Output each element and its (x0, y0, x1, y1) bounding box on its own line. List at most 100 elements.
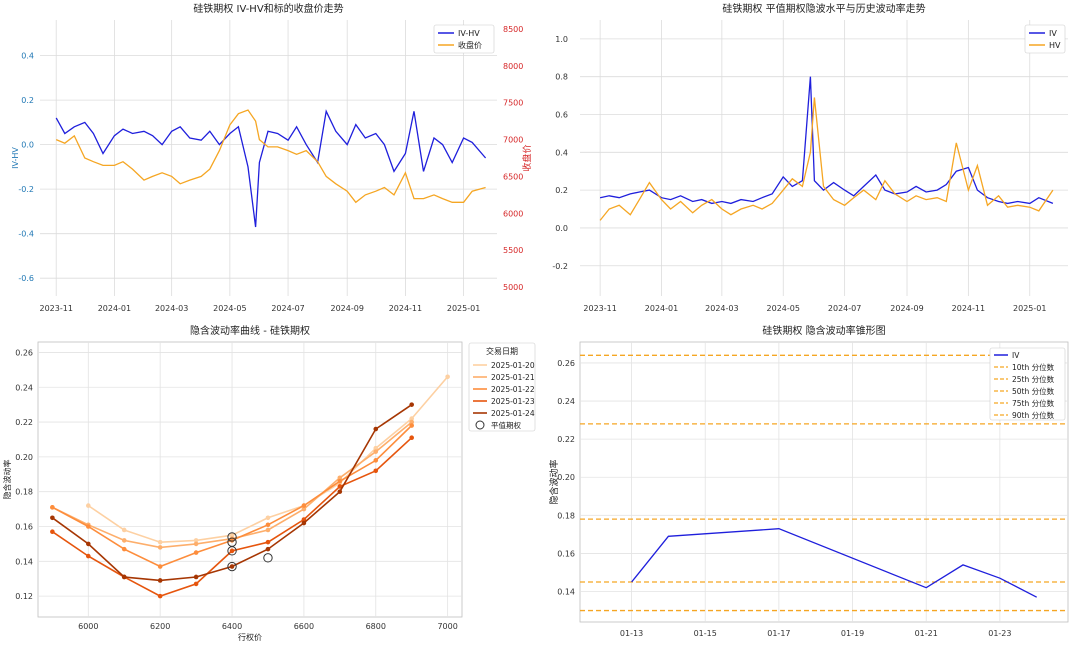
y-tick-label: 0.2 (21, 96, 34, 105)
y-tick-label: 0.2 (555, 186, 568, 195)
data-point (265, 515, 271, 521)
data-point (121, 574, 127, 580)
data-point (301, 503, 307, 508)
data-point (373, 458, 379, 463)
legend-label: 平值期权 (491, 420, 521, 430)
x-tick-label: 2024-07 (828, 304, 861, 313)
data-point (86, 541, 91, 547)
x-tick-label: 2024-11 (952, 304, 985, 313)
y-tick-label: 0.12 (15, 592, 33, 601)
x-tick-label: 6200 (150, 622, 170, 631)
x-tick-label: 2024-07 (271, 304, 304, 313)
x-tick-label: 6400 (222, 622, 242, 631)
legend-label: IV-HV (458, 29, 480, 38)
y-tick-label: 0.18 (15, 488, 33, 497)
data-point (409, 419, 414, 425)
y2-tick-label: 7500 (503, 99, 523, 108)
data-point (86, 553, 91, 559)
chart-title: 硅铁期权 平值期权隐波水平与历史波动率走势 (722, 2, 925, 15)
data-point (229, 564, 235, 569)
panel-smile-curve: 6000 6200 6400 6600 6800 7000 0.12 0.14 0.16 0.18… (2, 324, 536, 642)
data-point (50, 529, 55, 535)
x-axis-label: 行权价 (238, 632, 262, 642)
data-point (157, 578, 163, 583)
data-point (193, 581, 199, 587)
atm-option-marker (227, 532, 237, 542)
y-tick-label: 0.24 (15, 383, 33, 392)
data-point (121, 546, 127, 552)
y-tick-label: 0.22 (557, 435, 575, 444)
data-point (409, 402, 414, 407)
y-axis-label: IV-HV (11, 147, 20, 169)
y-tick-label: 0.4 (555, 148, 568, 157)
legend-label: 75th 分位数 (1012, 398, 1055, 408)
legend-label: 10th 分位数 (1012, 362, 1055, 372)
x-tick-label: 01-17 (767, 629, 790, 638)
y-tick-label: 0.20 (15, 453, 33, 462)
panel-iv-hv-price: 2023-11 2024-01 2024-03 2024-05 2024-07 2024-… (11, 2, 533, 313)
data-point (373, 426, 379, 432)
plot-area (580, 20, 1068, 296)
legend-label: 50th 分位数 (1012, 386, 1055, 396)
y-tick-label: 1.0 (555, 35, 568, 44)
data-point (337, 484, 343, 489)
x-tick-label: 6000 (78, 622, 98, 631)
x-tick-label: 2024-05 (767, 304, 800, 313)
data-point (229, 538, 235, 543)
y-tick-label: 0.26 (557, 359, 575, 368)
y-tick-label: 0.14 (15, 557, 33, 566)
data-point (193, 538, 199, 543)
data-point (337, 489, 343, 494)
x-tick-label: 2023-11 (583, 304, 616, 313)
plot-area (37, 341, 463, 618)
data-point (50, 515, 55, 521)
data-point (50, 505, 55, 510)
y-tick-label: -0.2 (552, 262, 568, 271)
data-point (373, 449, 379, 454)
plot-area (40, 20, 497, 296)
legend-label: 收盘价 (458, 40, 482, 50)
x-tick-label: 2024-03 (155, 304, 188, 313)
x-tick-label: 7000 (437, 622, 457, 631)
y2-tick-label: 8000 (503, 62, 523, 71)
y-tick-label: 0.0 (555, 224, 568, 233)
data-point (157, 593, 163, 599)
y-tick-label: 0.14 (557, 588, 575, 597)
data-point (409, 423, 414, 428)
y-tick-label: 0.8 (555, 73, 568, 82)
y-tick-label: 0.20 (557, 473, 575, 482)
y-tick-label: 0.24 (557, 397, 575, 406)
x-tick-label: 01-21 (915, 629, 938, 638)
panel-iv-hv-trend: 2023-11 2024-01 2024-03 2024-05 2024-07 2024-… (552, 2, 1068, 313)
y-tick-label: 0.22 (15, 418, 33, 427)
y-axis-label: 隐含波动率 (548, 459, 560, 504)
data-point (121, 538, 127, 543)
data-point (265, 546, 271, 552)
legend-label: 2025-01-24 (491, 409, 535, 418)
data-point (337, 478, 343, 484)
data-point (265, 527, 271, 533)
y-tick-label: -0.6 (18, 274, 34, 283)
series-hv-line (599, 97, 1054, 221)
data-point (86, 524, 91, 529)
x-tick-label: 6800 (366, 622, 386, 631)
data-point (193, 574, 199, 580)
x-tick-label: 2025-01 (1013, 304, 1046, 313)
x-tick-label: 01-19 (841, 629, 864, 638)
legend-label: HV (1049, 41, 1061, 50)
legend-box (1024, 24, 1066, 54)
data-point (86, 503, 91, 508)
x-tick-label: 2023-11 (40, 304, 73, 313)
y-axis-label: 隐含波动率 (2, 460, 12, 500)
chart-title: 硅铁期权 隐含波动率锥形图 (762, 324, 885, 337)
data-point (409, 416, 414, 421)
data-point (157, 539, 163, 545)
y2-axis-label: 收盘价 (521, 144, 533, 171)
y-tick-label: 0.16 (15, 522, 33, 531)
data-point (229, 548, 235, 554)
data-point (373, 468, 379, 474)
legend-label: IV (1049, 29, 1057, 38)
data-point (445, 374, 450, 380)
panel-vol-cone: 01-13 01-15 01-17 01-19 01-21 01-23 0.14 0.16 0.… (548, 324, 1069, 638)
data-point (265, 539, 271, 545)
